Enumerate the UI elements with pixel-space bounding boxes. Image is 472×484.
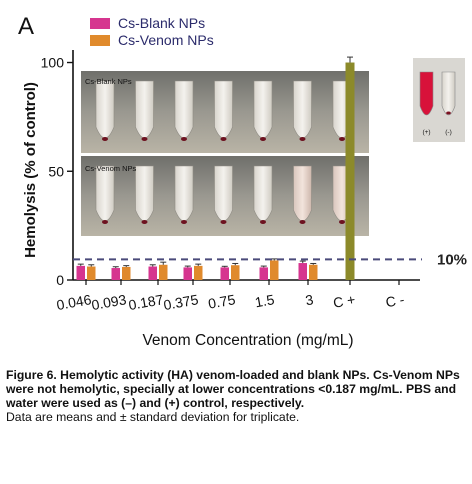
panel-label: A [18,13,34,40]
sample-pellet [181,137,187,141]
negative-control-tube [441,71,456,116]
legend-swatch [90,18,110,29]
sample-tube [293,80,312,139]
x-tick-label: C - [384,291,405,310]
sample-pellet [339,220,345,224]
y-tick-label: 50 [48,163,64,179]
figure-caption: Figure 6. Hemolytic activity (HA) venom-… [6,368,468,424]
bar [159,264,168,280]
legend-label: Cs-Venom NPs [118,32,214,48]
bar [122,266,131,280]
photo-venom-nps-label: Cs-Venom NPs [85,164,137,173]
x-tick-label: 0.046 [55,291,92,313]
positive-control-label: (+) [422,129,430,136]
hemolysis-chart: A Hemolysis (% of control) Venom Concent… [18,13,467,349]
sample-tube [95,80,115,139]
bar [231,265,240,280]
bar [87,266,96,280]
legend-swatch [90,35,110,46]
sample-pellet [102,137,108,141]
sample-pellet [181,220,187,224]
sample-tube [214,165,233,222]
bar [183,267,192,280]
bar [345,62,355,280]
y-tick-label: 0 [56,272,64,288]
sample-pellet [102,220,108,224]
bar [298,263,307,280]
sample-tube [174,80,194,139]
x-tick-label: 1.5 [254,291,276,310]
sample-pellet [339,137,345,141]
bar [309,264,318,280]
bar [111,268,120,280]
bar [220,267,229,280]
bar [270,260,279,280]
sample-pellet [260,220,266,224]
sample-tube [95,165,115,222]
threshold-label: 10% [437,251,467,268]
sample-tube [135,165,154,222]
sample-pellet [141,137,148,141]
x-tick-label: 0.187 [127,291,164,313]
positive-control-tube [419,71,434,116]
x-tick-label: 0.75 [207,291,237,312]
sample-tube [174,165,194,222]
sample-tube [253,165,273,222]
x-tick-label: 0.375 [162,291,199,313]
sample-pellet [260,137,266,141]
bar [148,266,157,280]
y-axis-label: Hemolysis (% of control) [22,82,39,258]
sample-tube [135,80,154,139]
sample-pellet [220,137,227,141]
axes [72,50,420,281]
sample-pellet [299,137,306,141]
caption-main: Figure 6. Hemolytic activity (HA) venom-… [6,368,460,410]
bar [194,265,203,280]
bar [76,265,85,280]
photo-controls: (+) (-) [413,58,465,142]
x-tick-label: C + [332,291,357,311]
legend-label: Cs-Blank NPs [118,15,205,31]
bar [259,267,268,280]
sample-pellet [141,220,148,224]
photo-blank-nps: Cs-Blank NPs [81,71,369,153]
sample-pellet [299,220,306,224]
x-tick-label: 3 [304,291,315,308]
photo-blank-nps-label: Cs-Blank NPs [85,77,132,86]
y-tick-label: 100 [41,55,65,71]
sample-tube [253,80,273,139]
sample-tube [293,165,312,222]
negative-control-pellet [446,111,451,115]
sample-pellet [220,220,227,224]
sample-tube [214,80,233,139]
negative-control-label: (-) [445,129,452,136]
x-tick-label: 0.093 [90,291,127,313]
x-axis-label: Venom Concentration (mg/mL) [142,332,353,349]
photo-venom-nps: Cs-Venom NPs [81,156,369,236]
caption-note: Data are means and ± standard deviation … [6,410,300,424]
